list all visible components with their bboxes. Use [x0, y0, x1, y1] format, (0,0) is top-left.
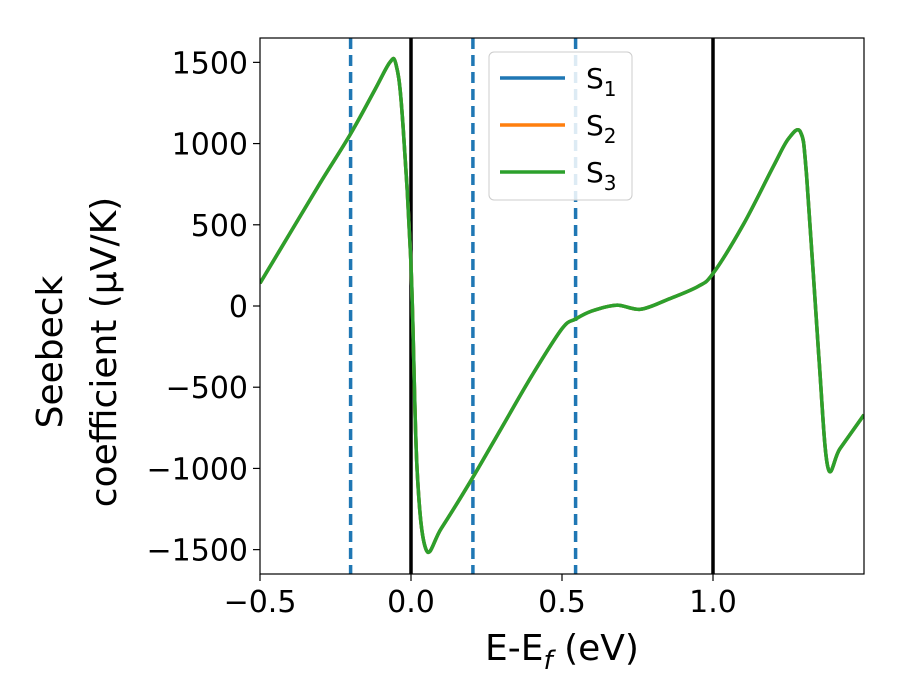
legend: S1 S2 S3	[488, 51, 633, 201]
y-tick-label: 0	[229, 290, 248, 325]
x-axis-label: E-Ef (eV)	[485, 628, 639, 676]
y-tick-label: −1000	[147, 452, 248, 487]
x-tick-label: 0.5	[538, 585, 586, 620]
series-line-s3	[260, 56, 864, 554]
y-tick-label: 1500	[172, 46, 248, 81]
axis-ticks: −0.5 0.0 0.5 1.0 −1500 −1000 −500 0 500 1000 1500	[147, 46, 737, 620]
legend-label-s1: S1	[586, 62, 617, 101]
y-axis-label-line1: Seebeck	[30, 275, 71, 428]
legend-label-s3: S3	[586, 156, 617, 195]
legend-label-s2: S2	[586, 109, 617, 148]
y-tick-label: −1500	[147, 534, 248, 569]
y-tick-label: 1000	[172, 128, 248, 163]
x-tick-label: 0.0	[387, 585, 435, 620]
y-tick-label: 500	[191, 209, 248, 244]
x-tick-label: −0.5	[224, 585, 297, 620]
x-tick-label: 1.0	[689, 585, 737, 620]
plot-area	[260, 38, 864, 574]
y-tick-label: −500	[166, 371, 248, 406]
y-axis-label-line2: coefficient (μV/K)	[84, 197, 125, 507]
